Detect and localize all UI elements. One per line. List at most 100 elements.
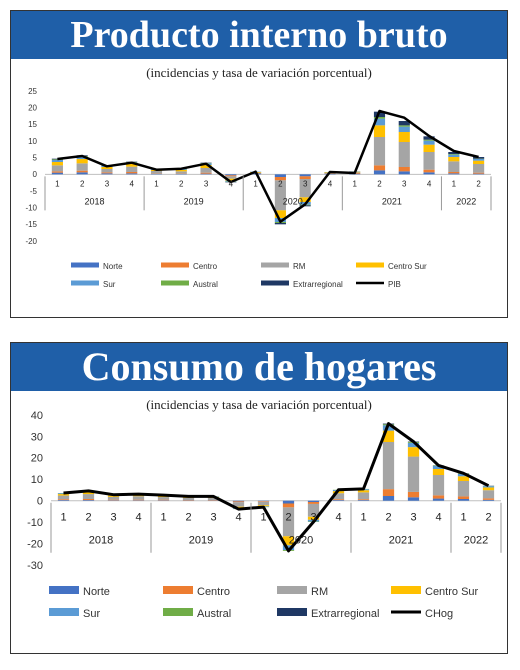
chog-year-label: 2019: [189, 535, 213, 547]
pib-legend-label: RM: [293, 262, 306, 271]
chog-bar-rm: [82, 494, 95, 499]
chog-legend-label: Norte: [83, 586, 110, 598]
chog-legend-label: RM: [311, 586, 328, 598]
chog-bar-centro: [232, 501, 245, 503]
pib-quarter-label: 3: [402, 179, 407, 188]
pib-legend-swatch: [161, 280, 189, 286]
chog-legend-swatch: [49, 586, 79, 594]
pib-legend-label: Norte: [103, 262, 123, 271]
chog-quarter-label: 1: [460, 512, 466, 524]
chog-bar-rm: [132, 496, 145, 500]
pib-legend-swatch: [71, 262, 99, 268]
pib-bar-centro: [299, 176, 311, 179]
chog-quarter-label: 1: [360, 512, 366, 524]
pib-legend-swatch: [261, 262, 289, 268]
chog-bar-centro: [107, 499, 120, 501]
chog-quarter-label: 1: [60, 512, 66, 524]
pib-bar-rm: [274, 180, 286, 211]
pib-y-tick-label: 10: [28, 137, 37, 146]
chog-quarter-label: 1: [160, 512, 166, 524]
pib-bar-austral: [51, 159, 63, 160]
pib-banner-title: Producto interno bruto: [11, 11, 507, 59]
pib-bar-centro-sur: [101, 167, 113, 169]
chog-legend-swatch: [391, 586, 421, 594]
chog-bar-rm: [157, 497, 170, 500]
chog-bar-norte: [432, 498, 445, 501]
chog-legend-swatch: [277, 608, 307, 616]
chog-quarter-label: 2: [485, 512, 491, 524]
pib-quarter-label: 2: [476, 179, 481, 188]
chog-bar-sur: [282, 545, 295, 550]
pib-bar-austral: [398, 125, 410, 127]
pib-bar-centro-sur: [448, 157, 460, 162]
pib-bar-norte: [101, 173, 113, 175]
chog-bar-centro: [382, 489, 395, 496]
chog-bar-norte: [282, 500, 295, 504]
pib-bar-centro: [225, 175, 237, 177]
chog-bar-centro-sur: [482, 487, 495, 491]
pib-bar-extrarregional: [423, 136, 435, 140]
pib-quarter-label: 2: [377, 179, 382, 188]
pib-y-tick-label: -5: [30, 187, 38, 196]
pib-bar-centro-sur: [274, 210, 286, 218]
pib-bar-rm: [373, 137, 386, 166]
pib-bar-centro: [51, 171, 63, 173]
pib-bar-centro-sur: [398, 132, 410, 142]
pib-bar-norte: [225, 174, 237, 176]
pib-bar-centro-sur: [423, 144, 435, 152]
pib-bar-rm: [423, 152, 435, 170]
pib-bar-rm: [101, 169, 113, 173]
chog-bar-rm: [357, 492, 370, 500]
chog-y-tick-label: 20: [31, 453, 43, 465]
chog-legend-label: Centro: [197, 586, 230, 598]
pib-bar-centro: [423, 169, 435, 173]
chog-legend-swatch: [49, 608, 79, 616]
chog-bar-rm: [482, 490, 495, 499]
chog-bar-centro-sur: [107, 495, 120, 497]
pib-bar-norte: [51, 172, 63, 175]
chog-bar-centro: [407, 491, 420, 498]
pib-bar-sur: [423, 140, 435, 145]
chog-year-label: 2021: [389, 535, 413, 547]
pib-legend-label: Centro: [193, 262, 218, 271]
chog-legend-label: Sur: [83, 608, 100, 620]
pib-y-tick-label: 15: [28, 120, 37, 129]
chog-bar-rm: [407, 456, 420, 492]
chog-year-label: 2020: [289, 535, 313, 547]
pib-bar-rm: [175, 171, 187, 174]
pib-line-pib: [57, 109, 479, 223]
pib-quarter-label: 2: [80, 179, 85, 188]
pib-year-label: 2018: [85, 196, 105, 206]
pib-bar-norte: [373, 170, 386, 175]
pib-bar-norte: [76, 172, 88, 175]
pib-y-tick-label: -10: [25, 203, 37, 212]
pib-bar-norte: [423, 172, 435, 175]
pib-quarter-label: 1: [253, 179, 258, 188]
pib-bar-sur: [398, 126, 410, 132]
pib-quarter-label: 4: [229, 179, 234, 188]
chog-quarter-label: 3: [110, 512, 116, 524]
pib-y-tick-label: 20: [28, 103, 37, 112]
chog-bar-norte: [382, 496, 395, 501]
chog-bar-centro-sur: [357, 490, 370, 493]
chog-bar-centro: [457, 496, 470, 499]
pib-bar-norte: [126, 173, 138, 175]
chog-quarter-label: 4: [435, 512, 441, 524]
pib-quarter-label: 4: [129, 179, 134, 188]
chog-bar-norte: [457, 499, 470, 501]
chog-subtitle: (incidencias y tasa de variación porcent…: [146, 397, 372, 412]
pib-subtitle: (incidencias y tasa de variación porcent…: [146, 65, 372, 80]
chog-quarter-label: 3: [310, 512, 316, 524]
chog-bar-norte: [82, 500, 95, 501]
pib-legend-swatch: [71, 280, 99, 286]
pib-bar-norte: [448, 173, 460, 175]
chog-bar-centro-sur: [407, 447, 420, 457]
pib-bar-centro-sur: [126, 163, 138, 167]
chog-legend-label: Centro Sur: [425, 586, 479, 598]
pib-legend-label: Centro Sur: [388, 262, 427, 271]
pib-year-label: 2019: [184, 196, 204, 206]
pib-bar-austral: [448, 154, 460, 155]
pib-bar-centro: [473, 172, 485, 174]
chog-quarter-label: 3: [210, 512, 216, 524]
